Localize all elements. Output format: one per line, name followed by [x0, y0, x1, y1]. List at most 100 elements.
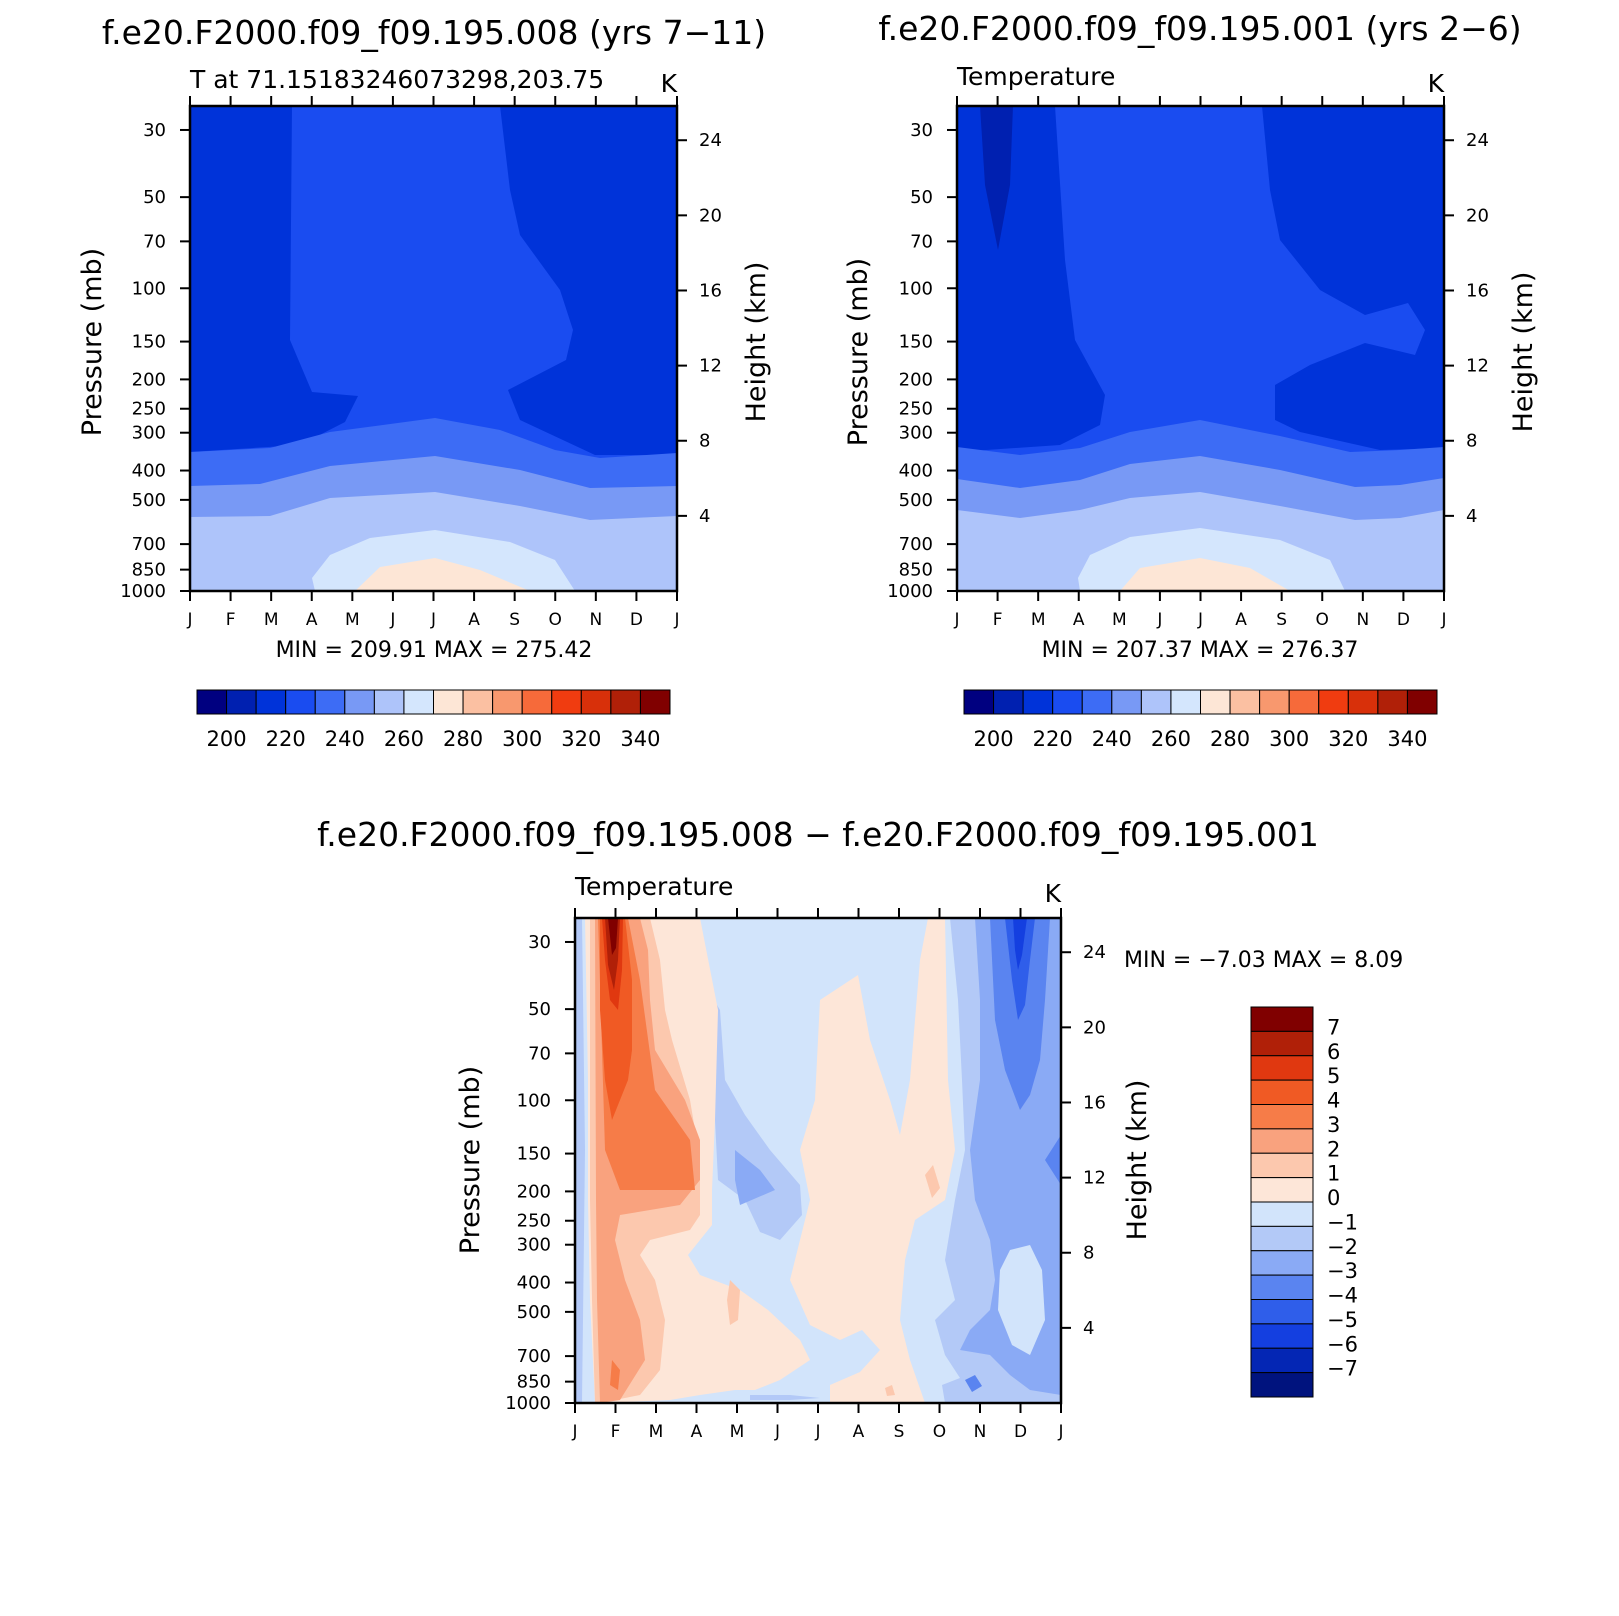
pressure-label: 70: [143, 231, 166, 252]
height-label: 16: [1466, 280, 1489, 301]
colorbar-box: [226, 689, 257, 715]
height-label: 4: [1083, 1318, 1094, 1339]
panel-b-ylabel: Pressure (mb): [843, 258, 874, 446]
panel-c-minmax: MIN = −7.03 MAX = 8.09: [1124, 948, 1403, 973]
pressure-label: 70: [528, 1043, 551, 1064]
month-label: J: [953, 610, 959, 630]
month-label: J: [571, 1422, 577, 1442]
month-label: S: [1276, 610, 1287, 630]
pressure-label: 700: [517, 1346, 551, 1367]
colorbar-box: [1111, 689, 1142, 715]
month-label: M: [649, 1422, 664, 1442]
colorbar-box: [1250, 1177, 1314, 1203]
colorbar-box: [255, 689, 287, 715]
month-label: A: [1073, 610, 1085, 630]
panel-b-left-string: Temperature: [956, 62, 1115, 91]
colorbar-label: 240: [325, 727, 365, 751]
month-label: A: [1235, 610, 1247, 630]
colorbar-label: −1: [1327, 1210, 1358, 1234]
colorbar-label: 300: [1269, 727, 1309, 751]
panel-a-ylabel: Pressure (mb): [77, 248, 108, 436]
pressure-label: 500: [899, 490, 933, 511]
panel-a-left-string: T at 71.15183246073298,203.75: [189, 65, 604, 94]
colorbar-label: 7: [1327, 1015, 1340, 1039]
colorbar-box: [1318, 689, 1349, 715]
colorbar-box: [196, 689, 228, 715]
height-label: 20: [1466, 205, 1489, 226]
month-label: D: [1397, 610, 1410, 630]
colorbar-box: [373, 689, 405, 715]
colorbar-box: [1250, 1225, 1314, 1252]
colorbar-label: 220: [266, 727, 306, 751]
panel-c-title: f.e20.F2000.f09_f09.195.008 − f.e20.F200…: [317, 815, 1319, 854]
colorbar-box: [1250, 1299, 1314, 1325]
pressure-label: 100: [899, 278, 933, 299]
colorbar-box: [1377, 689, 1408, 715]
pressure-label: 300: [132, 423, 166, 444]
pressure-label: 50: [528, 999, 551, 1020]
pressure-label: 400: [899, 461, 933, 482]
panel-a: f.e20.F2000.f09_f09.195.008 (yrs 7−11) T…: [77, 13, 772, 751]
panel-b-units: K: [1428, 69, 1445, 98]
pressure-label: 700: [132, 534, 166, 555]
colorbar-box: [521, 689, 553, 715]
colorbar-label: 240: [1092, 727, 1132, 751]
height-label: 20: [1083, 1017, 1106, 1038]
colorbar-box: [1229, 689, 1261, 715]
colorbar-label: 6: [1327, 1040, 1340, 1064]
colorbar-box: [1052, 689, 1083, 715]
colorbar-box: [1250, 1128, 1314, 1154]
month-label: J: [1156, 610, 1162, 630]
height-label: 24: [699, 130, 722, 151]
colorbar-label: 4: [1327, 1089, 1340, 1113]
month-label: J: [1057, 1422, 1063, 1442]
colorbar-label: 320: [561, 727, 601, 751]
pressure-label: 200: [517, 1181, 551, 1202]
colorbar-box: [963, 689, 995, 715]
colorbar-label: −3: [1327, 1259, 1358, 1283]
colorbar-label: 320: [1328, 727, 1368, 751]
month-label: J: [814, 1422, 820, 1442]
colorbar-box: [580, 689, 612, 715]
colorbar-box: [1140, 689, 1172, 715]
month-label: S: [894, 1422, 905, 1442]
colorbar-box: [1250, 1030, 1314, 1057]
pressure-label: 50: [910, 187, 933, 208]
colorbar-box: [1250, 1079, 1314, 1105]
panel-a-title: f.e20.F2000.f09_f09.195.008 (yrs 7−11): [102, 13, 766, 52]
pressure-label: 150: [899, 332, 933, 353]
colorbar-box: [403, 689, 434, 715]
height-label: 12: [699, 356, 722, 377]
month-label: N: [974, 1422, 987, 1442]
month-label: M: [1112, 610, 1127, 630]
colorbar-label: 5: [1327, 1064, 1340, 1088]
pressure-label: 30: [528, 932, 551, 953]
panel-c-y2label: Height (km): [1122, 1080, 1153, 1241]
month-label: F: [993, 610, 1003, 630]
pressure-label: 70: [910, 231, 933, 252]
pressure-label: 250: [517, 1211, 551, 1232]
pressure-label: 1000: [120, 581, 166, 602]
pressure-label: 400: [132, 461, 166, 482]
colorbar-box: [433, 689, 464, 715]
colorbar-label: 280: [1210, 727, 1250, 751]
pressure-label: 100: [517, 1090, 551, 1111]
panel-c-ylabel: Pressure (mb): [455, 1066, 486, 1254]
height-label: 8: [699, 431, 710, 452]
month-label: D: [1014, 1422, 1027, 1442]
month-label: O: [933, 1422, 946, 1442]
pressure-label: 100: [132, 278, 166, 299]
height-label: 16: [1083, 1092, 1106, 1113]
colorbar-label: 260: [384, 727, 424, 751]
month-label: J: [673, 610, 679, 630]
colorbar-box: [551, 689, 582, 715]
pressure-label: 30: [143, 120, 166, 141]
colorbar-box: [1250, 1250, 1314, 1276]
colorbar-box: [462, 689, 494, 715]
month-label: J: [774, 1422, 780, 1442]
colorbar-box: [1250, 1372, 1314, 1398]
height-label: 8: [1466, 431, 1477, 452]
pressure-label: 300: [517, 1235, 551, 1256]
month-label: M: [345, 610, 360, 630]
